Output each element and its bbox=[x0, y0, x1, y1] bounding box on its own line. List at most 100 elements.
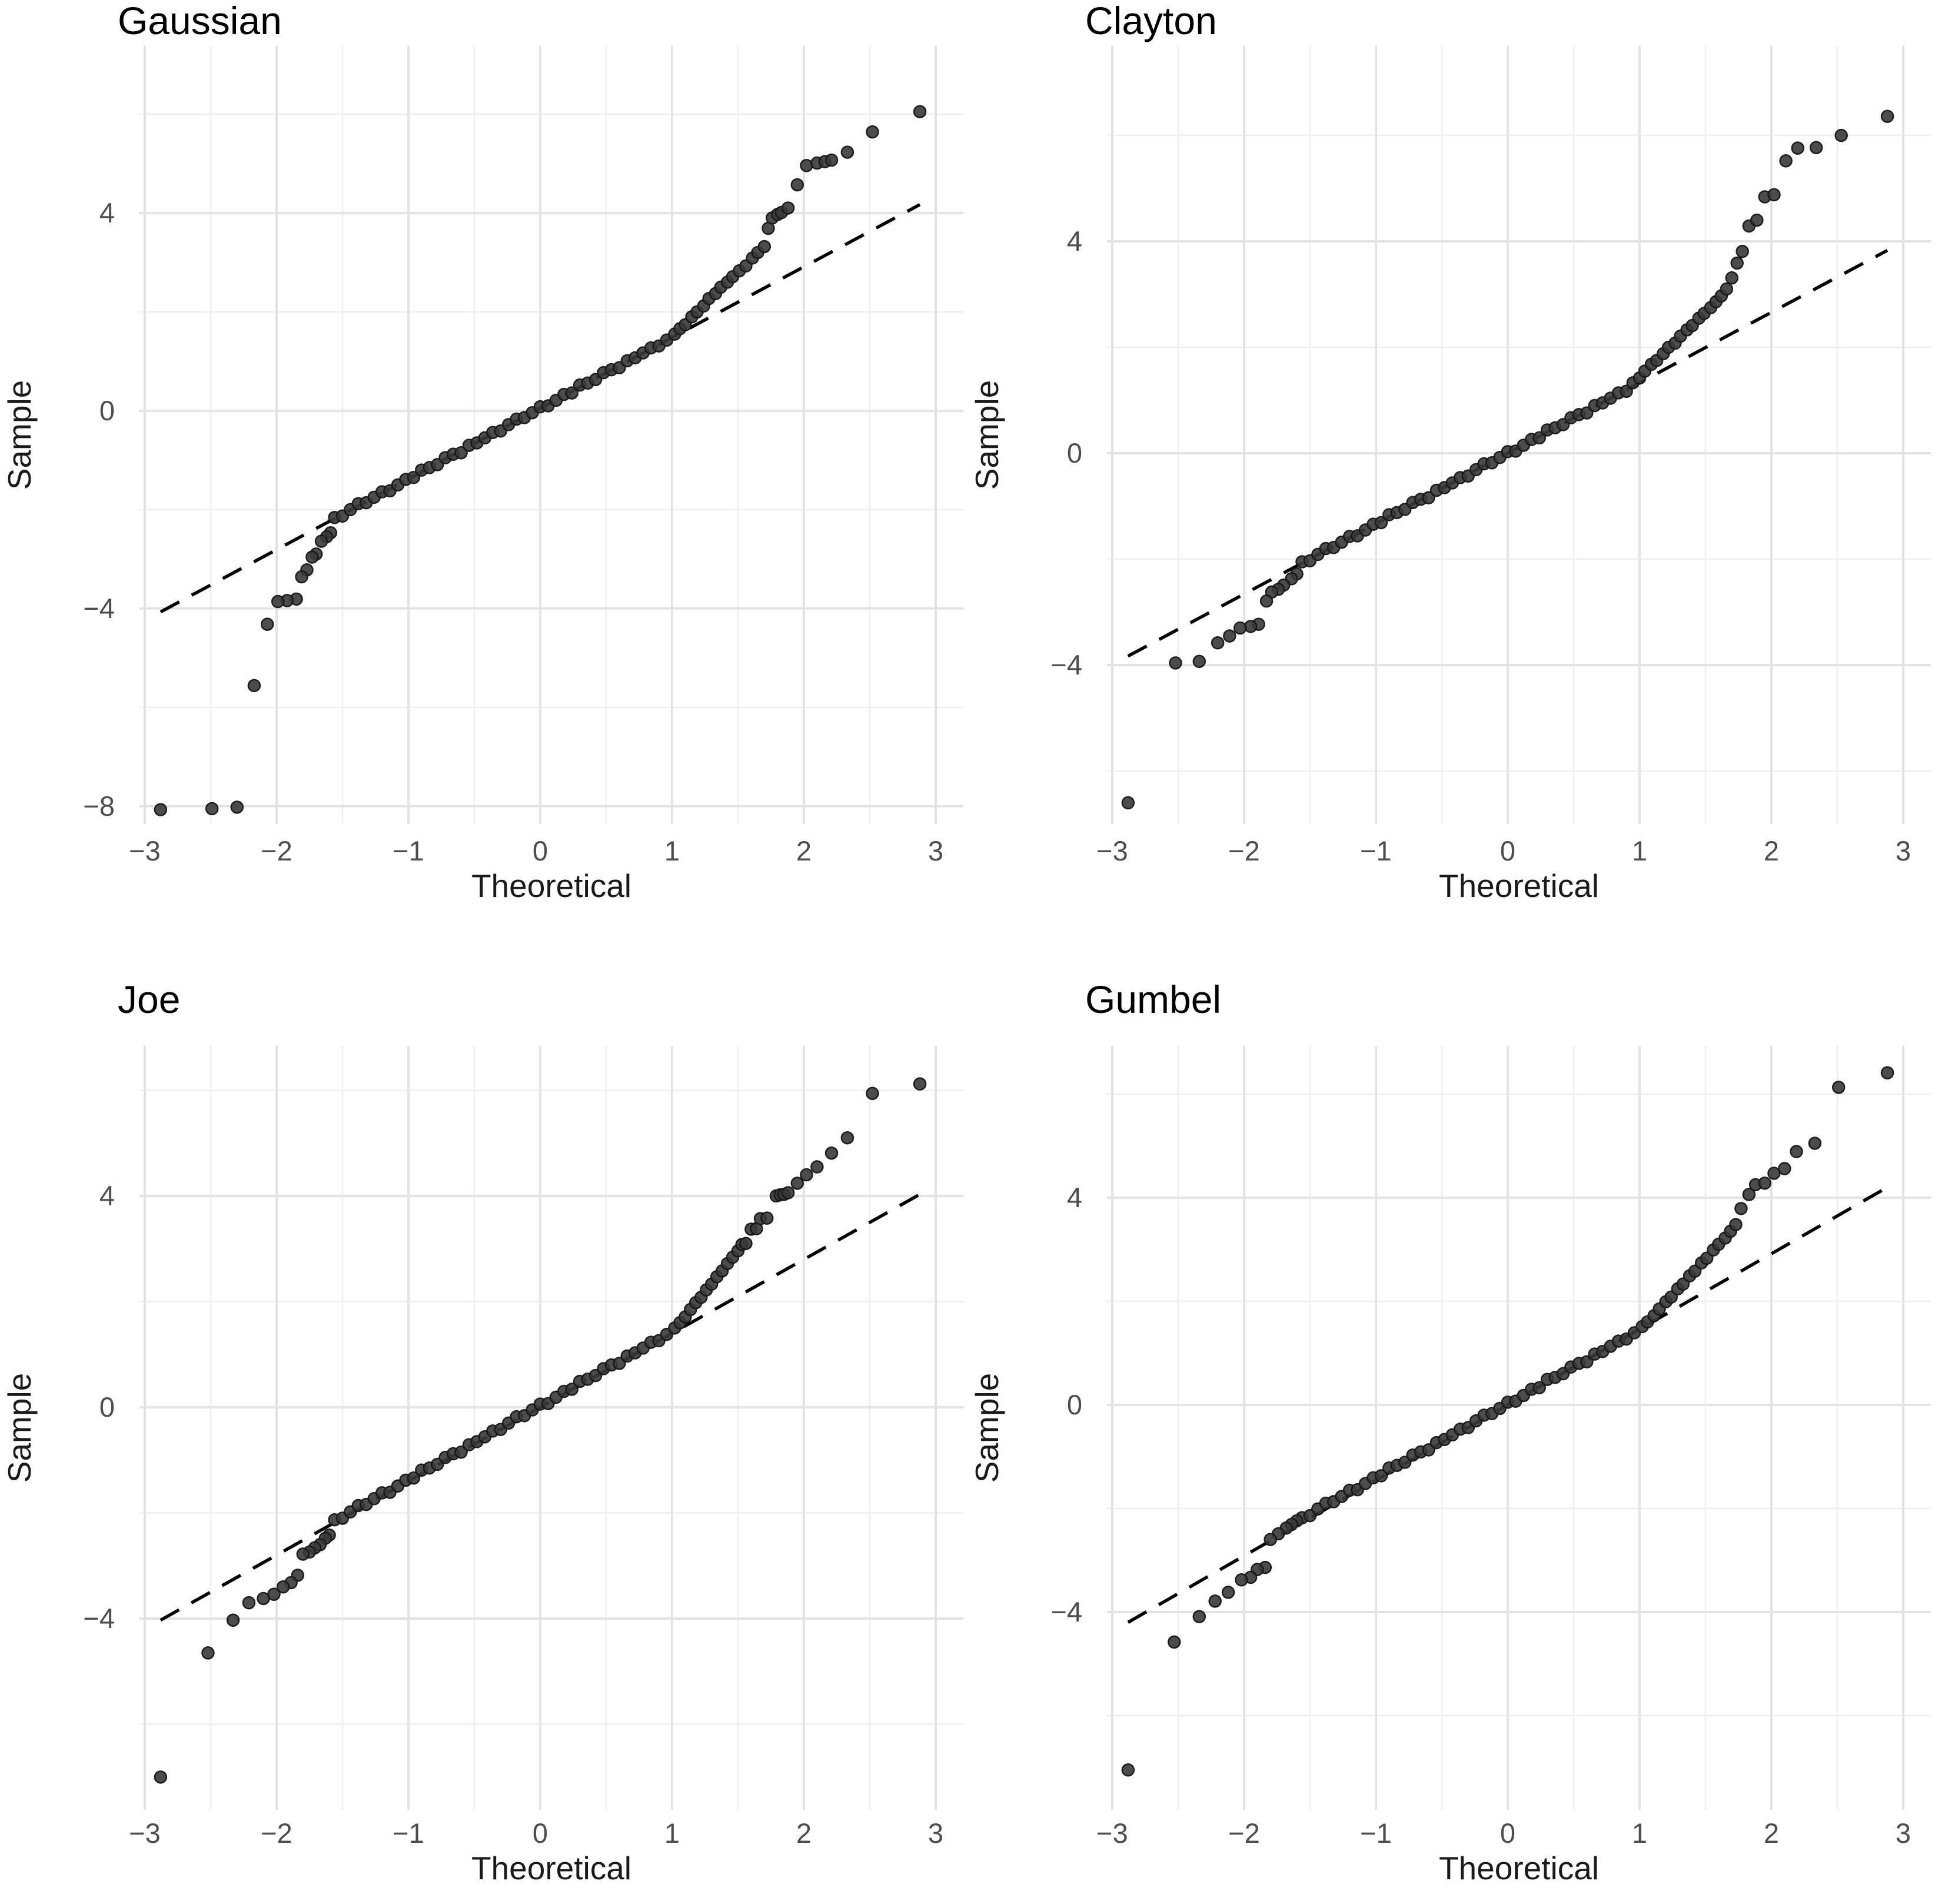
qq-point bbox=[913, 105, 927, 118]
qq-point bbox=[824, 1146, 839, 1160]
qq-plot-joe: Joe −4 0 4 −3 −2 −1 0 1 2 3 Theoretical Sample bbox=[0, 952, 968, 1903]
qq-point bbox=[1233, 621, 1247, 635]
x-tick-label: 0 bbox=[533, 835, 548, 866]
y-axis-title: Sample bbox=[1, 380, 38, 490]
x-tick-label: 1 bbox=[664, 835, 680, 866]
qq-point bbox=[810, 1160, 824, 1174]
qq-point bbox=[454, 1446, 468, 1459]
qq-point bbox=[1767, 188, 1781, 202]
x-tick-label: 3 bbox=[928, 835, 943, 866]
qq-point bbox=[790, 178, 804, 192]
qq-point bbox=[1580, 406, 1594, 420]
x-axis-title: Theoretical bbox=[471, 868, 631, 904]
qq-point bbox=[1264, 1533, 1278, 1546]
x-tick-label: 3 bbox=[1896, 835, 1911, 866]
qq-point bbox=[154, 1770, 168, 1784]
qq-point bbox=[1791, 141, 1805, 155]
y-tick-label: −4 bbox=[83, 1603, 115, 1634]
qq-point bbox=[757, 240, 772, 254]
x-tick-label: 3 bbox=[1896, 1817, 1911, 1849]
x-axis-title: Theoretical bbox=[471, 1850, 631, 1886]
x-tick-label: −1 bbox=[393, 835, 424, 866]
y-axis-title: Sample bbox=[1, 1373, 38, 1483]
qq-plot-clayton-canvas: Clayton −4 0 4 −3 −2 −1 0 1 2 3 Theoretical Sample bbox=[969, 0, 1931, 904]
y-tick-label: 4 bbox=[99, 197, 115, 228]
qq-point bbox=[1223, 629, 1236, 643]
qq-point bbox=[271, 594, 285, 609]
x-tick-label: 2 bbox=[1764, 835, 1779, 866]
y-tick-label: −4 bbox=[1050, 649, 1082, 680]
qq-point bbox=[1779, 154, 1793, 168]
qq-point bbox=[565, 1383, 578, 1396]
plot-title: Gaussian bbox=[118, 0, 282, 42]
x-tick-label: 1 bbox=[664, 1817, 680, 1849]
y-axis-title: Sample bbox=[969, 380, 1005, 490]
y-tick-label: 0 bbox=[1067, 1389, 1082, 1420]
qq-point bbox=[840, 1131, 855, 1145]
x-tick-label: −2 bbox=[261, 835, 292, 866]
qq-point bbox=[407, 470, 421, 484]
qq-point bbox=[739, 1237, 753, 1250]
x-tick-label: 0 bbox=[1500, 1817, 1515, 1849]
qq-point bbox=[296, 1547, 310, 1561]
x-tick-label: −2 bbox=[261, 1817, 292, 1849]
qq-plot-gaussian-canvas: Gaussian −8 −4 0 4 −3 −2 −1 0 1 2 3 Theoretical Sampl… bbox=[1, 0, 963, 904]
qq-point bbox=[1750, 213, 1764, 227]
qq-point bbox=[1720, 282, 1734, 296]
qq-point bbox=[613, 1357, 626, 1370]
x-tick-label: −1 bbox=[1360, 1817, 1392, 1849]
qq-point bbox=[1259, 594, 1274, 608]
x-tick-label: −1 bbox=[1360, 835, 1392, 866]
qq-plot-gumbel-canvas: Gumbel −4 0 4 −3 −2 −1 0 1 2 3 Theoretical Sample bbox=[969, 978, 1931, 1886]
qq-point bbox=[242, 1596, 256, 1610]
qq-point bbox=[1121, 1763, 1135, 1777]
qq-plot-gumbel: Gumbel −4 0 4 −3 −2 −1 0 1 2 3 Theoretical Sample bbox=[968, 952, 1935, 1903]
x-tick-label: 2 bbox=[1764, 1817, 1779, 1849]
qq-point bbox=[230, 800, 244, 814]
qq-point bbox=[760, 1211, 774, 1225]
qq-point bbox=[257, 1591, 270, 1606]
qq-point bbox=[1880, 1066, 1894, 1080]
qq-point bbox=[1834, 128, 1848, 142]
qq-point bbox=[1580, 1355, 1594, 1369]
plot-title: Gumbel bbox=[1085, 978, 1221, 1021]
x-tick-label: 3 bbox=[928, 1817, 943, 1849]
qq-point bbox=[1221, 1586, 1235, 1599]
qq-point bbox=[1169, 656, 1182, 670]
x-axis-title: Theoretical bbox=[1439, 868, 1599, 904]
qq-point bbox=[565, 386, 578, 400]
qq-point bbox=[840, 145, 855, 159]
qq-point bbox=[205, 802, 219, 816]
qq-point bbox=[1790, 1145, 1803, 1158]
qq-plot-gaussian: Gaussian −8 −4 0 4 −3 −2 −1 0 1 2 3 Theoretical Sampl… bbox=[0, 0, 968, 952]
qq-point bbox=[1758, 1176, 1772, 1190]
qq-point bbox=[295, 570, 308, 584]
qq-point bbox=[781, 1186, 795, 1199]
qq-point bbox=[201, 1646, 215, 1660]
y-tick-label: 0 bbox=[99, 395, 115, 426]
x-tick-label: 2 bbox=[796, 1817, 812, 1849]
x-tick-label: −2 bbox=[1228, 835, 1260, 866]
x-tick-label: −3 bbox=[1096, 835, 1128, 866]
qq-point bbox=[1808, 1137, 1822, 1150]
x-tick-label: 0 bbox=[1500, 835, 1515, 866]
qq-point bbox=[226, 1613, 240, 1627]
qq-point bbox=[1735, 244, 1749, 258]
y-axis-title: Sample bbox=[969, 1373, 1005, 1483]
qq-point bbox=[1374, 516, 1388, 530]
qq-point bbox=[1742, 1188, 1756, 1201]
qq-point bbox=[276, 1580, 290, 1594]
x-tick-label: −3 bbox=[129, 1817, 161, 1849]
qq-point bbox=[866, 125, 879, 139]
qq-point bbox=[1734, 1202, 1748, 1215]
qq-point bbox=[1880, 109, 1894, 123]
x-tick-label: 1 bbox=[1632, 835, 1647, 866]
y-tick-label: 0 bbox=[99, 1391, 115, 1423]
qq-point bbox=[1532, 431, 1546, 445]
y-tick-label: 4 bbox=[99, 1180, 115, 1211]
y-tick-label: −8 bbox=[83, 790, 115, 822]
x-tick-label: −3 bbox=[129, 835, 161, 866]
qq-point bbox=[790, 1177, 804, 1190]
qq-plot-joe-canvas: Joe −4 0 4 −3 −2 −1 0 1 2 3 Theoretical Sample bbox=[1, 978, 963, 1886]
